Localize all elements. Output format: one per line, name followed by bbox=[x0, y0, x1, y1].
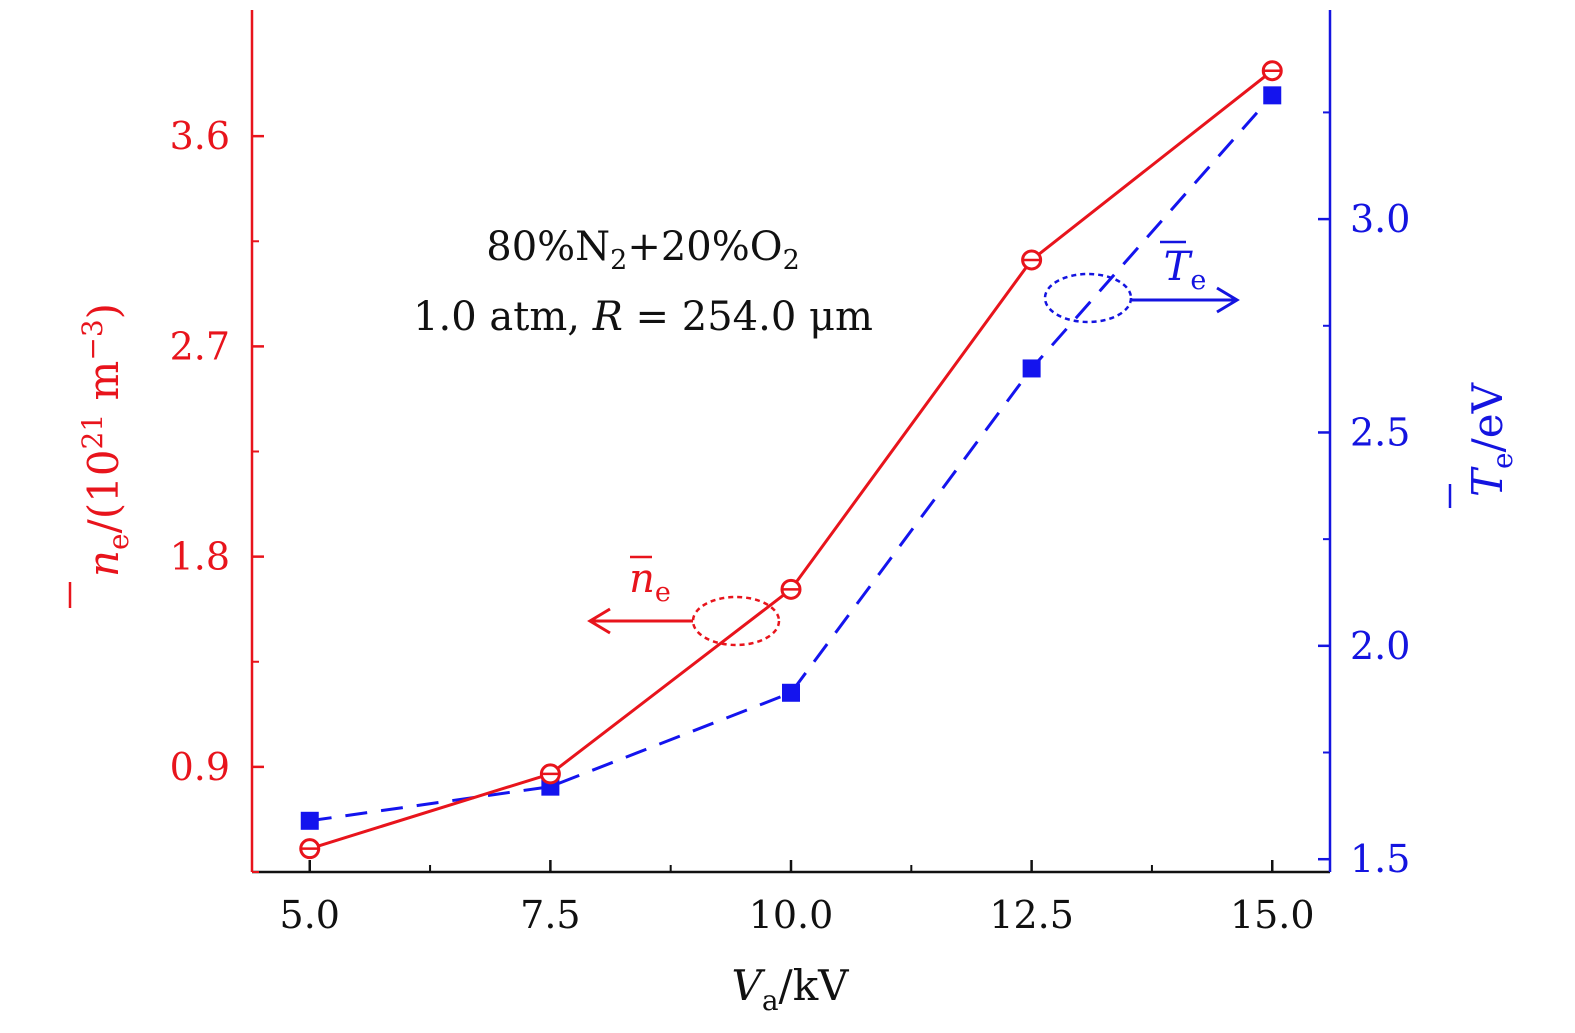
te-callout: Te bbox=[1043, 240, 1240, 324]
te-data-point bbox=[1022, 359, 1041, 378]
te-series-line bbox=[309, 94, 1274, 823]
te-callout-sub: e bbox=[1190, 265, 1206, 296]
left-y-label-tail: m bbox=[79, 361, 128, 414]
gas-sub-1: 2 bbox=[610, 245, 627, 276]
right-y-label-rest: /eV bbox=[1463, 382, 1512, 452]
condition-annotation: 1.0 atm, R = 254.0 μm bbox=[413, 294, 873, 340]
right-y-tick-label: 1.5 bbox=[1350, 837, 1410, 881]
ne-callout-sub: e bbox=[655, 577, 671, 608]
left-y-tick-label: 3.6 bbox=[170, 114, 230, 158]
right-y-axis-label-group: Te/eV bbox=[1448, 382, 1519, 508]
ne-callout-main: n bbox=[629, 556, 655, 602]
right-y-axis-label: Te/eV bbox=[1463, 382, 1519, 497]
te-callout-ellipse bbox=[1043, 272, 1133, 324]
gas-mixture-annotation: 80%N2+20%O2 bbox=[486, 224, 800, 276]
left-y-label-main: n bbox=[79, 550, 128, 577]
x-tick-label: 10.0 bbox=[749, 893, 834, 937]
ne-callout-arrow-head bbox=[587, 607, 611, 635]
cond-var: R bbox=[592, 294, 623, 340]
x-axis-label-main: V bbox=[732, 961, 766, 1010]
ne-callout-ellipse bbox=[691, 595, 781, 647]
left-y-label-sub: e bbox=[102, 533, 135, 550]
ne-callout: ne bbox=[587, 555, 781, 647]
left-y-label-rest: /(10 bbox=[79, 449, 128, 533]
gas-prefix: 80%N bbox=[486, 224, 610, 270]
right-y-axis-ticks: 1.5 2.0 2.5 3.0 bbox=[1318, 111, 1410, 881]
te-callout-main: T bbox=[1164, 244, 1194, 290]
te-callout-arrow-head bbox=[1216, 286, 1240, 314]
left-y-tick-label: 1.8 bbox=[170, 535, 230, 579]
right-y-label-sub: e bbox=[1486, 452, 1519, 469]
x-tick-label: 5.0 bbox=[280, 893, 340, 937]
right-y-tick-label: 3.0 bbox=[1350, 197, 1410, 241]
gas-mid: +20%O bbox=[627, 224, 782, 270]
left-y-axis-ticks: 0.9 1.8 2.7 3.6 bbox=[170, 114, 264, 873]
left-y-axis-label: ne/(1021 m−3) bbox=[76, 303, 135, 577]
te-callout-label: Te bbox=[1164, 244, 1207, 296]
te-data-point bbox=[782, 683, 800, 702]
left-y-axis-label-group: ne/(1021 m−3) bbox=[68, 303, 135, 608]
x-tick-label: 15.0 bbox=[1230, 893, 1315, 937]
x-axis-label-sub: a bbox=[762, 984, 779, 1017]
x-axis-ticks: 5.0 7.5 10.0 12.5 15.0 bbox=[280, 860, 1315, 937]
gas-sub-2: 2 bbox=[783, 245, 800, 276]
te-series-markers bbox=[300, 86, 1282, 830]
left-y-tick-label: 2.7 bbox=[170, 324, 230, 368]
cond-suffix: = 254.0 μm bbox=[623, 294, 873, 340]
right-y-tick-label: 2.5 bbox=[1350, 410, 1410, 454]
te-data-point bbox=[1263, 86, 1282, 105]
cond-prefix: 1.0 atm, bbox=[413, 294, 593, 340]
ne-callout-label: ne bbox=[629, 556, 671, 608]
right-y-label-main: T bbox=[1463, 466, 1512, 497]
left-y-label-close: ) bbox=[79, 303, 128, 319]
right-y-tick-label: 2.0 bbox=[1350, 624, 1410, 668]
te-data-point bbox=[300, 811, 319, 830]
left-y-label-sup2: −3 bbox=[76, 319, 109, 360]
ne-series-markers bbox=[299, 60, 1283, 860]
left-y-label-sup: 21 bbox=[76, 414, 109, 450]
x-tick-label: 7.5 bbox=[520, 893, 580, 937]
ne-series-line bbox=[309, 69, 1274, 851]
left-y-tick-label: 0.9 bbox=[170, 745, 230, 789]
x-axis-label: Va/kV bbox=[732, 961, 850, 1017]
x-axis-label-rest: /kV bbox=[779, 961, 850, 1010]
x-tick-label: 12.5 bbox=[989, 893, 1074, 937]
